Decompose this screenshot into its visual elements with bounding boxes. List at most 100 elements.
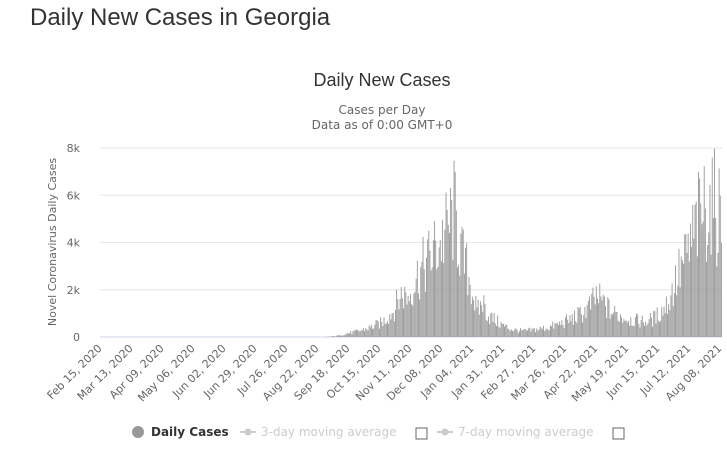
bar [401, 298, 403, 337]
legend-item-3-day-average[interactable]: 3-day moving average [240, 425, 428, 440]
bar [518, 331, 520, 337]
bar [647, 323, 649, 337]
bar [614, 305, 616, 337]
bar [559, 321, 561, 337]
bar [506, 324, 508, 337]
bar [349, 333, 351, 337]
bar [631, 325, 633, 337]
bar [499, 327, 501, 337]
bar [619, 314, 621, 337]
bar [592, 287, 594, 337]
bar [450, 187, 452, 337]
bar [585, 318, 587, 337]
bar [570, 321, 572, 337]
bar [608, 299, 610, 337]
bar [629, 325, 631, 337]
bar [380, 317, 382, 337]
bar [370, 324, 372, 337]
bar [418, 293, 419, 337]
bar [558, 325, 559, 337]
bar [600, 296, 602, 337]
bar [698, 171, 699, 337]
bar [365, 328, 367, 337]
bar [489, 323, 491, 337]
bar [669, 310, 671, 337]
bar [502, 323, 504, 337]
bar [533, 328, 535, 337]
bar [667, 313, 668, 337]
bar [621, 317, 623, 337]
bar [648, 319, 650, 337]
bar [392, 313, 394, 337]
bar [427, 239, 429, 337]
bar [486, 320, 488, 337]
bar [423, 269, 425, 337]
bar [704, 208, 706, 337]
bar [681, 260, 683, 337]
bar [496, 326, 497, 337]
bar [415, 278, 417, 337]
legend-label-daily-cases: Daily Cases [151, 425, 229, 439]
legend-checkbox-3-day[interactable] [415, 427, 428, 440]
bar [385, 323, 387, 337]
bar [411, 304, 413, 337]
bar [466, 243, 468, 337]
bar [507, 328, 509, 337]
bar [378, 328, 380, 337]
bar [436, 269, 438, 337]
bar [563, 327, 565, 337]
x-tick-label: Aug 08, 2021 [663, 342, 724, 403]
bar [537, 330, 539, 337]
bar [373, 328, 375, 337]
bar [632, 325, 634, 337]
bar [383, 317, 385, 337]
bar [633, 326, 635, 337]
bar [595, 286, 597, 337]
bar [421, 261, 423, 337]
bar [465, 247, 466, 337]
bar [696, 256, 698, 337]
bar [354, 329, 356, 337]
bar [429, 250, 431, 337]
bar [569, 315, 571, 337]
bar [660, 320, 662, 337]
legend-item-daily-cases[interactable]: Daily Cases [132, 425, 229, 439]
bar [412, 305, 414, 337]
bar [553, 328, 555, 337]
bar [488, 316, 489, 337]
bar [718, 168, 720, 337]
bar [359, 331, 361, 337]
y-tick-label-2k: 2k [67, 284, 81, 297]
bar [535, 332, 536, 337]
bar [360, 330, 362, 337]
bar [492, 322, 494, 337]
bar [419, 299, 421, 337]
bar [490, 313, 492, 337]
bar [716, 266, 718, 337]
bar [479, 301, 481, 337]
bar [351, 334, 353, 337]
bar [447, 224, 449, 337]
bar [545, 329, 547, 337]
bar [460, 233, 462, 337]
bar [714, 148, 715, 337]
bar [639, 327, 641, 337]
legend-marker-daily-cases [132, 426, 144, 438]
bar [709, 184, 711, 337]
bar [695, 201, 697, 337]
bar [661, 307, 663, 337]
bar [524, 328, 526, 337]
bar [561, 320, 563, 337]
bar [476, 307, 478, 337]
legend-checkbox-7-day[interactable] [612, 427, 625, 440]
bar [591, 293, 593, 337]
bar [387, 321, 388, 337]
bar [541, 329, 543, 337]
bar [686, 252, 688, 337]
bar [430, 270, 432, 337]
bar [448, 232, 450, 337]
bar [638, 323, 640, 337]
bar [645, 321, 647, 337]
legend-item-7-day-average[interactable]: 7-day moving average [437, 425, 625, 440]
bar [397, 299, 399, 337]
